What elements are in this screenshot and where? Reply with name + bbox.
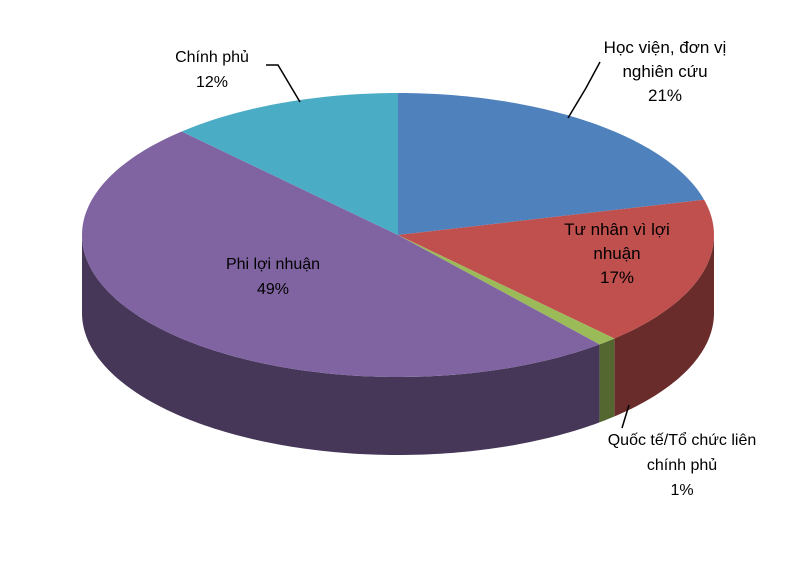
slice-label: Tư nhân vì lợi nhuận 17% xyxy=(547,218,687,290)
leader-line xyxy=(621,404,630,429)
slice-label: Chính phủ 12% xyxy=(152,45,272,95)
slice xyxy=(82,131,600,377)
category-label: Phi lợi nhuận xyxy=(225,256,321,273)
slice-label: Phi lợi nhuận 49% xyxy=(193,252,353,302)
value-label: 1% xyxy=(670,482,694,499)
category-label: Quốc tế/Tổ chức liên chính phủ xyxy=(607,432,757,474)
category-label: Học viện, đơn vị nghiên cứu xyxy=(603,38,727,81)
slice-side xyxy=(82,235,600,455)
slice-side xyxy=(599,338,615,423)
category-label: Chính phủ xyxy=(175,49,249,66)
value-label: 17% xyxy=(599,268,635,287)
slice-side xyxy=(614,235,714,417)
slice-label: Quốc tế/Tổ chức liên chính phủ 1% xyxy=(607,428,757,503)
leader-line xyxy=(266,64,301,103)
slice xyxy=(181,93,398,235)
slice xyxy=(398,93,705,235)
slice-label: Học viện, đơn vị nghiên cứu 21% xyxy=(595,36,735,108)
value-label: 12% xyxy=(195,74,229,91)
leader-line xyxy=(567,61,601,119)
category-label: Tư nhân vì lợi nhuận xyxy=(564,220,670,263)
value-label: 21% xyxy=(647,86,683,105)
slices xyxy=(82,93,714,455)
slice xyxy=(398,235,615,345)
slice xyxy=(398,199,714,339)
value-label: 49% xyxy=(256,281,290,298)
